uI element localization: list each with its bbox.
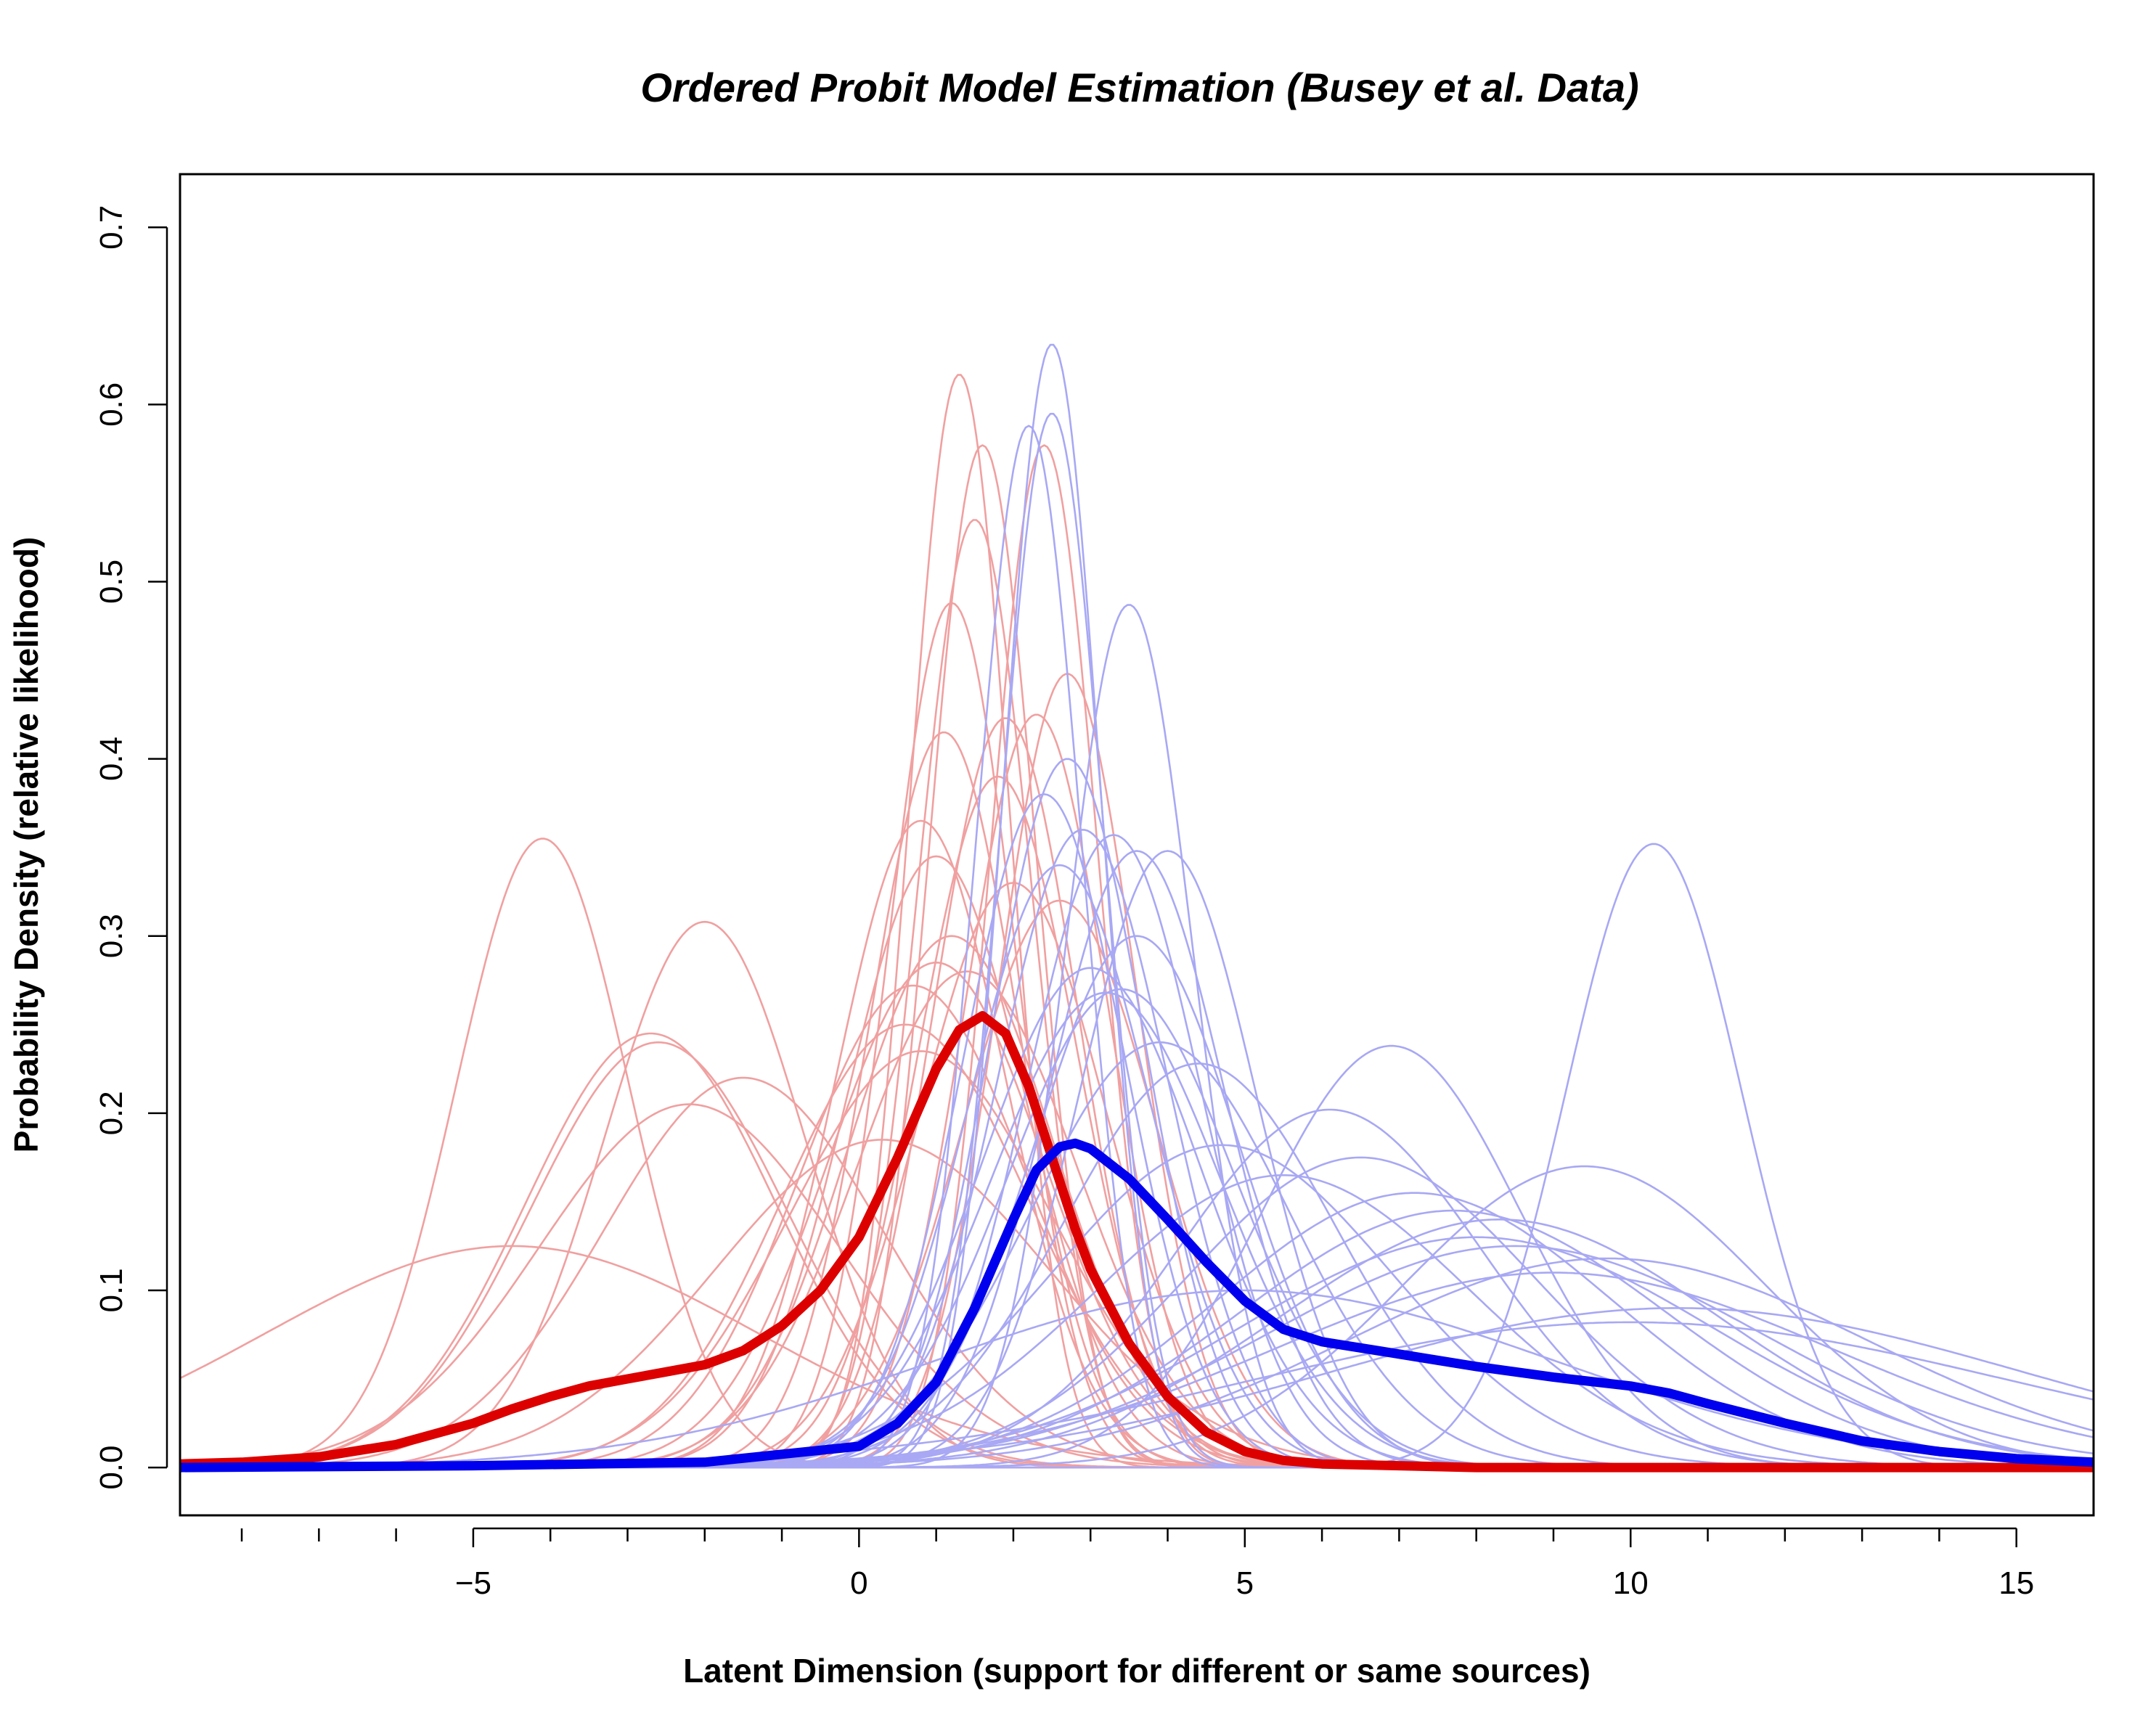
y-tick-label: 0.4 <box>94 737 129 781</box>
same-sources-curve-21 <box>180 1108 2094 1469</box>
y-tick-label: 0.3 <box>94 914 129 958</box>
different-sources-curve-7 <box>180 1076 2094 1469</box>
different-sources-curve-26 <box>180 444 2094 1469</box>
x-axis: −5 0 5 10 15 <box>240 1527 2034 1601</box>
x-axis-label: Latent Dimension (support for different … <box>683 1652 1591 1690</box>
chart-title: Ordered Probit Model Estimation (Busey e… <box>640 65 1638 110</box>
x-tick-label: 5 <box>1236 1565 1254 1601</box>
same-sources-curve-14 <box>180 935 2094 1469</box>
different-sources-curve-17 <box>180 935 2094 1469</box>
x-tick-label: 10 <box>1613 1565 1649 1601</box>
same-sources-curve-19 <box>180 1289 2094 1468</box>
y-tick-label: 0.2 <box>94 1091 129 1135</box>
same-sources-curve-10 <box>180 834 2094 1469</box>
y-tick-label: 0.5 <box>94 560 129 604</box>
different-sources-aggregate-line <box>180 1011 2094 1473</box>
different-sources-curve-18 <box>180 374 2094 1469</box>
plot-frame <box>179 173 2095 1517</box>
x-tick-label: 0 <box>850 1565 867 1601</box>
same-sources-curve-2 <box>180 343 2094 1469</box>
y-tick-label: 0.1 <box>94 1268 129 1312</box>
x-tick-label: 15 <box>1998 1565 2034 1601</box>
same-sources-curve-3 <box>180 412 2094 1469</box>
y-axis: 0.0 0.1 0.2 0.3 0.4 0.5 0.6 0.7 <box>94 205 168 1490</box>
aggregate-curves <box>180 1011 2094 1473</box>
different-sources-curve-20 <box>180 444 2094 1469</box>
y-tick-label: 0.6 <box>94 382 129 427</box>
same-sources-curve-29 <box>180 1271 2094 1469</box>
y-axis-label: Probability Density (relative likelihood… <box>7 537 45 1153</box>
faint-curves <box>180 343 2094 1469</box>
same-sources-aggregate-line <box>180 1138 2094 1473</box>
same-sources-curve-7 <box>180 829 2094 1469</box>
y-tick-label: 0.0 <box>94 1446 129 1490</box>
y-tick-label: 0.7 <box>94 205 129 250</box>
x-tick-label: −5 <box>455 1565 491 1601</box>
different-sources-curve-11 <box>180 819 2094 1469</box>
